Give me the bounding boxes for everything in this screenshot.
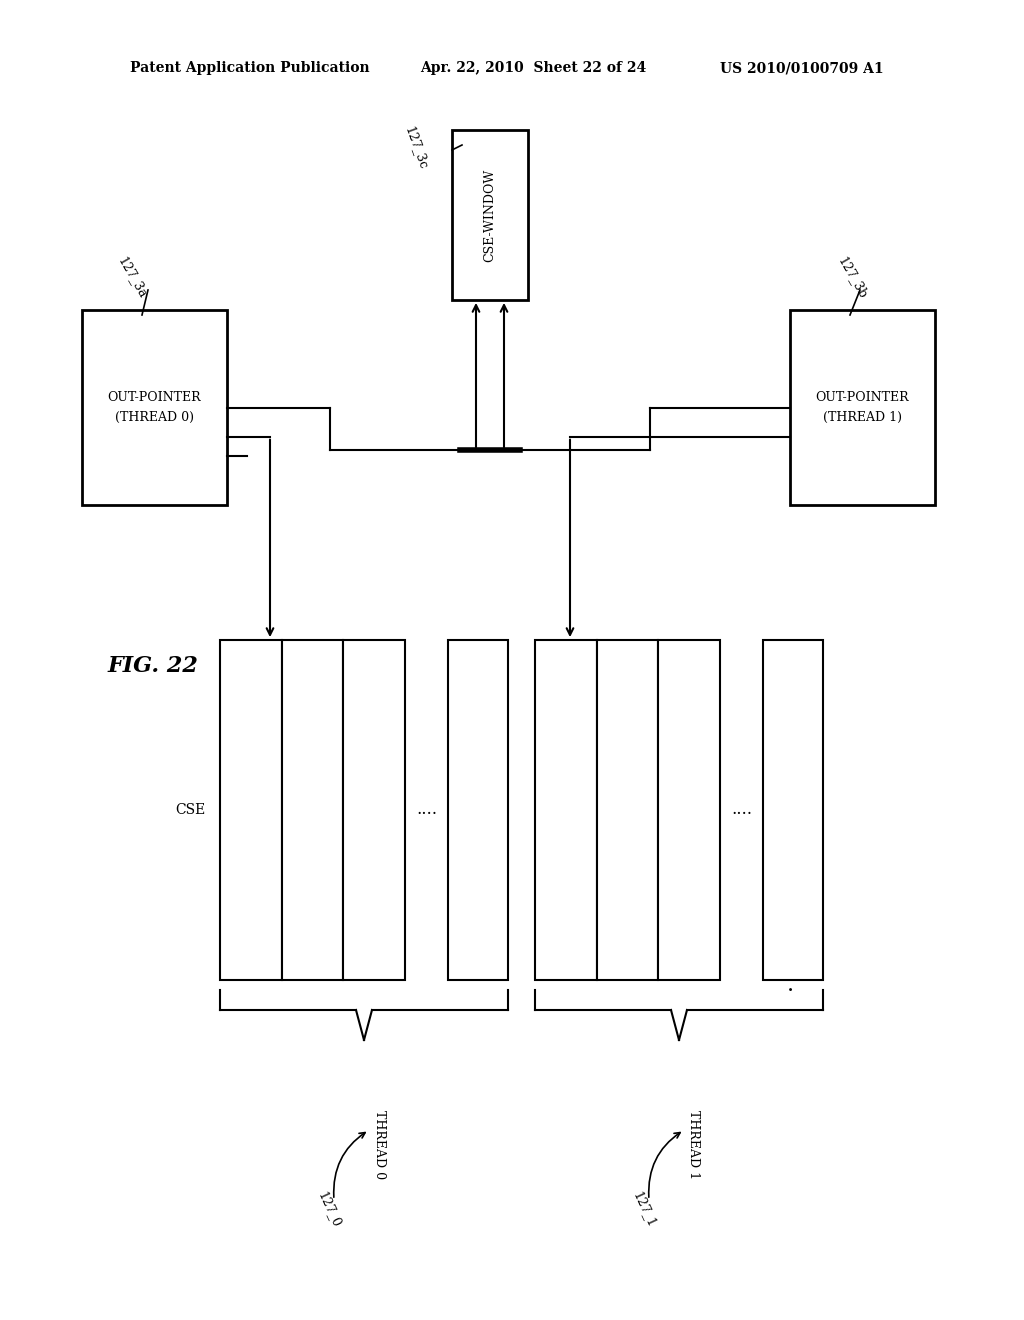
Text: 127_3b: 127_3b	[835, 255, 869, 301]
Text: 127_3a: 127_3a	[115, 255, 150, 301]
Text: OUT-POINTER: OUT-POINTER	[108, 391, 202, 404]
Bar	[658, 640, 720, 979]
Bar	[597, 640, 658, 979]
Text: CSE-WINDOW: CSE-WINDOW	[483, 169, 497, 261]
Bar	[343, 640, 406, 979]
Text: Patent Application Publication: Patent Application Publication	[130, 61, 370, 75]
Bar	[763, 640, 823, 979]
Text: Apr. 22, 2010  Sheet 22 of 24: Apr. 22, 2010 Sheet 22 of 24	[420, 61, 646, 75]
Bar	[220, 640, 282, 979]
Text: THREAD 1: THREAD 1	[687, 1110, 700, 1179]
Text: OUT-POINTER: OUT-POINTER	[816, 391, 909, 404]
Text: (THREAD 0): (THREAD 0)	[115, 411, 194, 424]
Text: 127_1: 127_1	[630, 1191, 658, 1230]
Text: FIG. 22: FIG. 22	[108, 655, 199, 677]
Bar	[790, 310, 935, 506]
Bar	[535, 640, 597, 979]
Text: ....: ....	[731, 801, 752, 818]
Text: THREAD 0: THREAD 0	[373, 1110, 385, 1179]
Text: (THREAD 1): (THREAD 1)	[823, 411, 902, 424]
Text: .: .	[786, 974, 794, 997]
Bar	[452, 129, 528, 300]
Bar	[282, 640, 343, 979]
Text: CSE: CSE	[175, 803, 205, 817]
Text: ....: ....	[416, 801, 437, 818]
Bar	[449, 640, 508, 979]
Text: 127_0: 127_0	[315, 1191, 343, 1230]
Text: 127_3c: 127_3c	[402, 124, 430, 172]
Text: US 2010/0100709 A1: US 2010/0100709 A1	[720, 61, 884, 75]
Bar	[82, 310, 227, 506]
